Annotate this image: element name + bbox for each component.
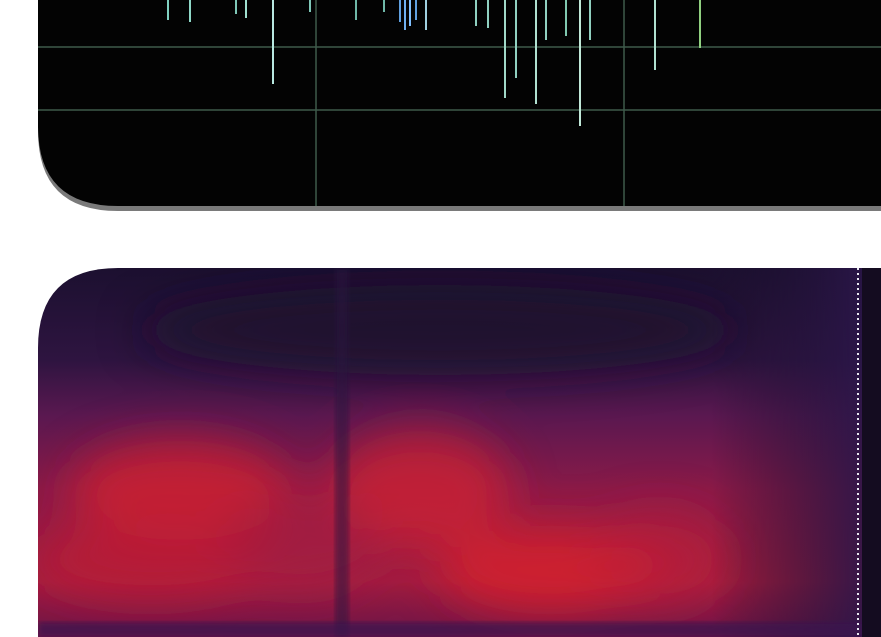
spectrum-panel xyxy=(38,0,881,211)
spectrogram-fade xyxy=(38,268,881,637)
spectrogram-margin xyxy=(862,268,881,637)
spectrogram-panel xyxy=(30,268,881,637)
panel-background xyxy=(38,0,881,206)
screen xyxy=(0,0,881,637)
spectrogram-floor xyxy=(38,622,881,637)
page xyxy=(0,0,881,637)
